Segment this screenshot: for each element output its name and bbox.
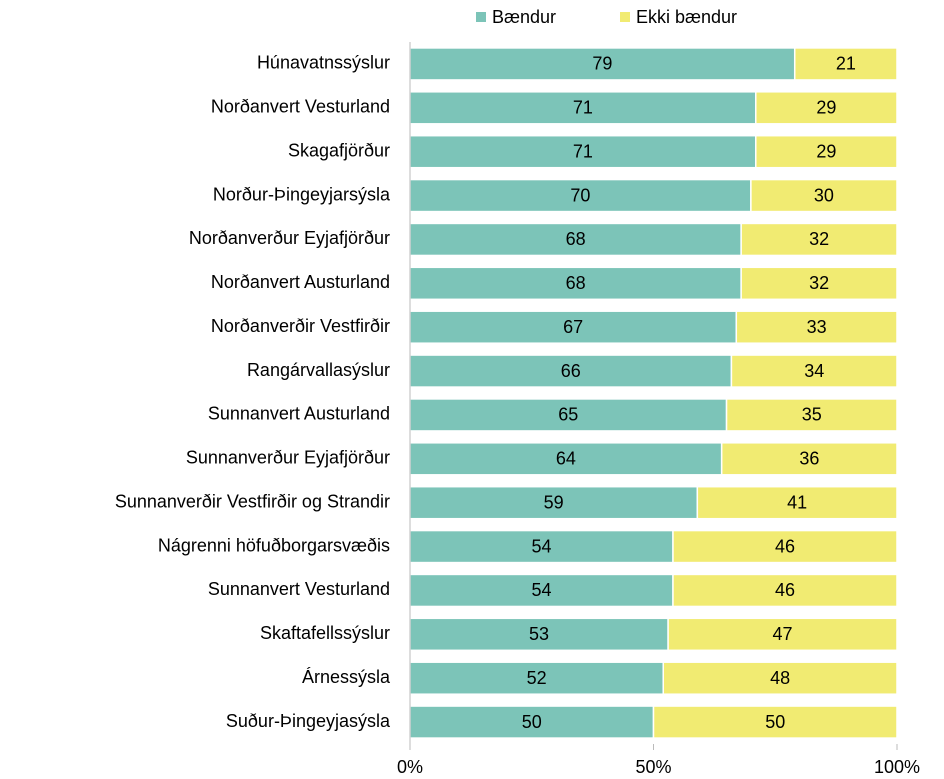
data-label: 70	[570, 185, 590, 205]
y-tick-label: Nágrenni höfuðborgarsvæðis	[158, 535, 390, 555]
y-tick-label: Norðanverður Eyjafjörður	[189, 228, 390, 248]
bar-segment	[755, 134, 898, 169]
y-tick-label: Sunnanverður Eyjafjörður	[186, 448, 390, 468]
bar-segment	[740, 222, 898, 257]
y-tick-label: Sunnanverðir Vestfirðir og Strandir	[115, 491, 390, 511]
bar-segment	[409, 485, 699, 520]
data-label: 71	[573, 98, 593, 118]
bar-segment	[696, 485, 898, 520]
bar-segment	[793, 47, 898, 81]
data-label: 54	[531, 536, 551, 556]
bar-segment	[720, 442, 898, 476]
legend-label: Ekki bændur	[636, 7, 737, 27]
data-label: 41	[787, 492, 807, 512]
bar-segment	[409, 134, 757, 169]
data-label: 50	[522, 712, 542, 732]
bar-segment	[652, 705, 898, 739]
bar-segment	[409, 529, 674, 564]
bar-segment	[409, 442, 723, 476]
data-label: 29	[816, 98, 836, 118]
data-label: 68	[566, 273, 586, 293]
data-label: 33	[807, 317, 827, 337]
data-label: 67	[563, 317, 583, 337]
legend-label: Bændur	[492, 7, 556, 27]
data-label: 53	[529, 624, 549, 644]
data-label: 79	[592, 54, 612, 74]
x-tick-label: 50%	[635, 757, 671, 777]
data-label: 66	[561, 361, 581, 381]
bar-segment	[740, 266, 898, 301]
data-label: 21	[836, 54, 856, 74]
bar-segment	[672, 573, 898, 608]
data-label: 59	[544, 492, 564, 512]
y-tick-label: Norðanverðir Vestfirðir	[211, 316, 390, 336]
bar-segment	[409, 91, 757, 125]
data-label: 65	[558, 405, 578, 425]
data-label: 68	[566, 229, 586, 249]
data-label: 34	[804, 361, 824, 381]
data-label: 50	[765, 712, 785, 732]
y-tick-label: Sunnanvert Vesturland	[208, 579, 390, 599]
y-tick-label: Húnavatnssýslur	[257, 53, 390, 73]
data-label: 71	[573, 141, 593, 161]
bar-segment	[672, 529, 898, 564]
y-tick-label: Norðanvert Vesturland	[211, 97, 390, 117]
y-tick-label: Skagafjörður	[288, 140, 390, 160]
legend-swatch	[620, 12, 630, 22]
data-label: 29	[816, 141, 836, 161]
bar-segment	[409, 178, 752, 213]
data-label: 32	[809, 273, 829, 293]
x-tick-label: 100%	[874, 757, 920, 777]
legend-swatch	[476, 12, 486, 22]
bar-segment	[755, 91, 898, 125]
y-tick-label: Árnessýsla	[302, 667, 391, 687]
data-label: 46	[775, 536, 795, 556]
y-tick-label: Sunnanvert Austurland	[208, 404, 390, 424]
y-tick-label: Skaftafellssýslur	[260, 623, 390, 643]
x-tick-label: 0%	[397, 757, 423, 777]
bar-segment	[725, 398, 898, 432]
bar-segment	[730, 354, 898, 388]
data-label: 46	[775, 580, 795, 600]
data-label: 30	[814, 185, 834, 205]
bar-segment	[409, 661, 664, 695]
data-label: 36	[799, 449, 819, 469]
bar-segment	[409, 573, 674, 608]
data-label: 52	[527, 668, 547, 688]
y-tick-label: Norður-Þingeyjarsýsla	[213, 184, 391, 204]
data-label: 32	[809, 229, 829, 249]
data-label: 64	[556, 449, 576, 469]
data-label: 48	[770, 668, 790, 688]
bar-segment	[409, 310, 738, 344]
bar-segment	[750, 178, 898, 213]
bar-segment	[662, 661, 898, 695]
y-tick-label: Suður-Þingeyjasýsla	[226, 711, 391, 731]
data-label: 47	[773, 624, 793, 644]
bar-segment	[409, 705, 655, 739]
bar-segment	[735, 310, 898, 344]
data-label: 35	[802, 405, 822, 425]
y-tick-label: Norðanvert Austurland	[211, 272, 390, 292]
bar-segment	[667, 617, 898, 652]
data-label: 54	[531, 580, 551, 600]
y-tick-label: Rangárvallasýslur	[247, 360, 390, 380]
